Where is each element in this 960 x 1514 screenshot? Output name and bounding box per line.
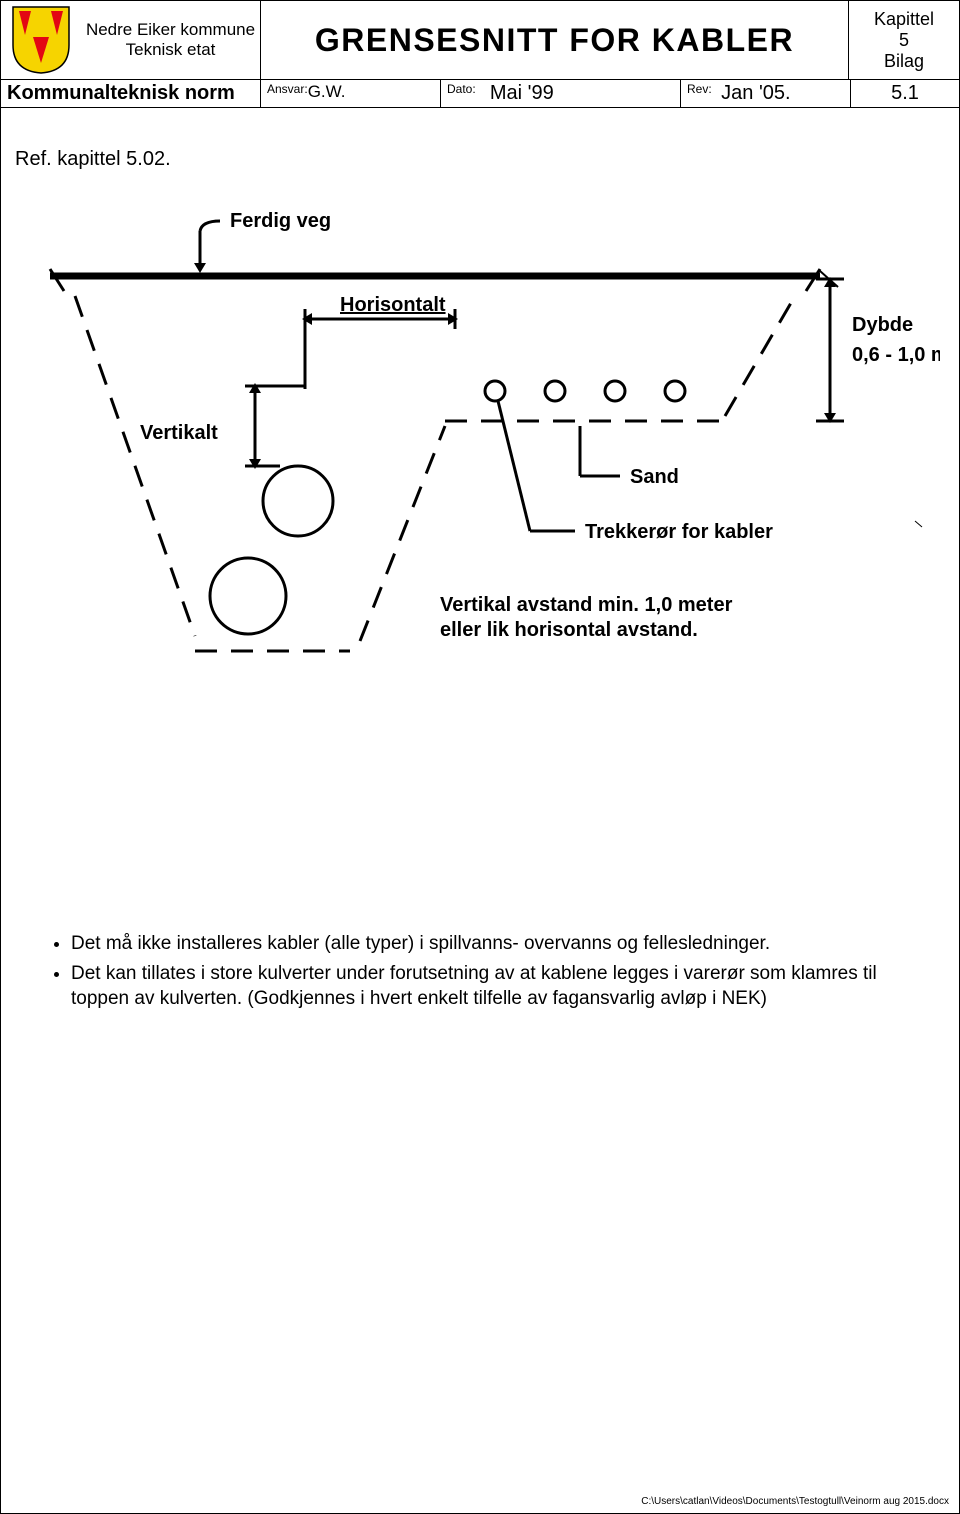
- chapter-cell: Kapittel 5 Bilag: [849, 1, 959, 79]
- rev-cell: Rev: Jan '05.: [681, 79, 851, 107]
- dato-label: Dato:: [447, 82, 476, 96]
- list-item: Det kan tillates i store kulverter under…: [71, 961, 909, 1012]
- label-sand: Sand: [630, 466, 679, 488]
- rev-label: Rev:: [687, 82, 712, 96]
- header-row-2: Kommunalteknisk norm Ansvar:G.W. Dato: M…: [1, 79, 959, 107]
- header-block: Nedre Eiker kommune Teknisk etat GRENSES…: [1, 1, 959, 108]
- document-title: GRENSESNITT FOR KABLER: [261, 1, 849, 79]
- kapittel-num: 5: [853, 30, 955, 51]
- crest-icon: [11, 5, 71, 75]
- org-line2: Teknisk etat: [85, 40, 256, 60]
- rev-value: Jan '05.: [721, 82, 790, 104]
- cross-section-diagram: Ferdig veg: [20, 201, 940, 681]
- org-cell: Nedre Eiker kommune Teknisk etat: [81, 1, 261, 79]
- label-trekkeror: Trekkerør for kabler: [585, 521, 773, 543]
- dato-value: Mai '99: [490, 82, 554, 104]
- bilag-num: 5.1: [891, 82, 919, 104]
- ansvar-label: Ansvar:: [267, 82, 308, 96]
- org-line1: Nedre Eiker kommune: [85, 20, 256, 40]
- kapittel-label: Kapittel: [853, 9, 955, 30]
- logo-cell: [1, 1, 81, 79]
- footer-filepath: C:\Users\catlan\Videos\Documents\Testogt…: [641, 1496, 949, 1507]
- body-area: Ref. kapittel 5.02. Ferdig veg: [1, 108, 959, 1026]
- note-line2: eller lik horisontal avstand.: [440, 619, 698, 641]
- list-item: Det må ikke installeres kabler (alle typ…: [71, 931, 909, 957]
- label-horisontalt: Horisontalt: [340, 294, 446, 316]
- ansvar-value: G.W.: [308, 82, 346, 101]
- label-vertikalt: Vertikalt: [140, 422, 218, 444]
- dato-cell: Dato: Mai '99: [441, 79, 681, 107]
- ansvar-cell: Ansvar:G.W.: [261, 79, 441, 107]
- document-page: Nedre Eiker kommune Teknisk etat GRENSES…: [0, 0, 960, 1514]
- label-dybde: Dybde: [852, 314, 913, 336]
- label-ferdig-veg: Ferdig veg: [230, 210, 331, 232]
- header-row-1: Nedre Eiker kommune Teknisk etat GRENSES…: [1, 1, 959, 79]
- bullet-list: Det må ikke installeres kabler (alle typ…: [71, 931, 909, 1012]
- label-dybde-val: 0,6 - 1,0 m: [852, 344, 940, 366]
- bilag-label: Bilag: [853, 51, 955, 72]
- reference-line: Ref. kapittel 5.02.: [15, 148, 949, 171]
- note-line1: Vertikal avstand min. 1,0 meter: [440, 594, 733, 616]
- bilag-num-cell: 5.1: [851, 79, 959, 107]
- norm-label: Kommunalteknisk norm: [1, 79, 261, 107]
